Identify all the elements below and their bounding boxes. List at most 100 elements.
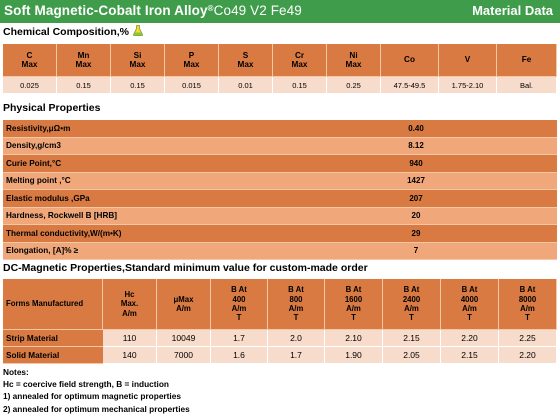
dc-header-line: B At [519, 285, 536, 295]
property-label: Resistivity,μΩ•m [3, 120, 275, 138]
element-symbol: V [464, 55, 471, 65]
chem-header-cell: Cr Max [273, 44, 327, 77]
property-row: Melting point ,°C 1427 [3, 172, 557, 190]
dc-magnetic-table: Forms Manufactured Hc Max. A/m μMax A/m B At 4… [3, 279, 557, 364]
dc-header-line: 4000 [460, 294, 479, 304]
title-banner: Soft Magnetic-Cobalt Iron Alloy®Co49 V2 … [0, 0, 560, 23]
physical-properties-table: Resistivity,μΩ•m 0.40 Density,g/cm3 8.12 Cur… [3, 120, 557, 260]
dc-header-line: Hc [124, 289, 135, 299]
dc-header-line: A/m [122, 308, 137, 318]
dc-header-line: T [236, 313, 242, 323]
chem-header-cell: Fe [497, 44, 557, 77]
dc-value-cell: 2.20 [441, 330, 499, 347]
chemical-composition-title: Chemical Composition,% [3, 25, 143, 38]
note-line: 1) annealed for optimum magnetic propert… [3, 391, 181, 402]
chem-header-cell: Ni Max [327, 44, 381, 77]
element-symbol: Ni [349, 50, 358, 60]
element-symbol: Si [133, 50, 142, 60]
element-symbol: Fe [521, 55, 532, 65]
property-row: Resistivity,μΩ•m 0.40 [3, 120, 557, 138]
chemical-composition-table: C Max Mn Max Si Max P Max S Max Cr Max Ni Max Co V Fe 0.… [3, 44, 557, 94]
chem-value-cell: 0.01 [219, 77, 273, 94]
element-limit: Max [21, 60, 38, 69]
chem-value-cell: 0.15 [57, 77, 111, 94]
dc-header-line: B At [288, 285, 304, 295]
dc-header-line: T [293, 313, 299, 323]
property-value: 940 [275, 155, 557, 173]
dc-header-cell: Hc Max. A/m [103, 279, 157, 330]
material-data-label: Material Data [472, 3, 553, 18]
dc-header-line: T [467, 313, 472, 323]
property-row: Elongation, [A]% ≥7 [3, 242, 557, 260]
property-row: Hardness, Rockwell B [HRB] 20 [3, 207, 557, 225]
dc-header-line: 800 [289, 294, 303, 304]
page-title: Soft Magnetic-Cobalt Iron Alloy®Co49 V2 … [4, 3, 302, 18]
dc-header-line: B At [403, 285, 420, 295]
property-row: Thermal conductivity,W/(m•K) 29 [3, 225, 557, 243]
element-symbol: P [188, 50, 195, 60]
element-limit: Max [237, 60, 254, 69]
dc-value-cell: 2.05 [383, 347, 441, 364]
chemical-header-row: C Max Mn Max Si Max P Max S Max Cr Max Ni Max Co V Fe [3, 44, 557, 77]
chem-value-cell: 0.15 [111, 77, 165, 94]
property-value: 207 [275, 190, 557, 208]
dc-value-cell: 1.7 [268, 347, 325, 364]
dc-header-cell: μMax A/m [157, 279, 211, 330]
chem-header-cell: Mn Max [57, 44, 111, 77]
dc-header-line: A/m [231, 304, 247, 313]
property-value: 8.12 [275, 137, 557, 155]
dc-header-line: A/m [288, 304, 304, 313]
dc-header-line: B At [461, 285, 478, 295]
chem-header-cell: Co [381, 44, 439, 77]
dc-header-line: 8000 [518, 294, 537, 304]
chem-value-cell: 0.15 [273, 77, 327, 94]
title-text: Soft Magnetic-Cobalt Iron Alloy [4, 3, 208, 18]
dc-value-cell: 1.90 [325, 347, 383, 364]
dc-header-line: A/m [176, 304, 191, 313]
dc-header-line: A/m [404, 304, 419, 313]
chem-header-cell: P Max [165, 44, 219, 77]
dc-header-line: B At [231, 285, 247, 295]
dc-header-row: Forms Manufactured Hc Max. A/m μMax A/m B At 4… [3, 279, 557, 330]
dc-header-line: A/m [346, 304, 361, 313]
dc-value-cell: 2.15 [383, 330, 441, 347]
notes-heading: Notes: [3, 367, 29, 377]
chem-value-cell: 0.025 [3, 77, 57, 94]
property-label: Density,g/cm3 [3, 137, 275, 155]
chem-header-cell: C Max [3, 44, 57, 77]
dc-header-cell: B At 1600 A/m T [325, 279, 383, 330]
chem-value-cell: Bal. [497, 77, 557, 94]
element-symbol: S [242, 50, 249, 60]
property-value: 0.40 [275, 120, 557, 138]
dc-header-line: B At [345, 285, 362, 295]
chem-header-cell: V [439, 44, 497, 77]
dc-header-line: T [525, 313, 530, 323]
property-label: Hardness, Rockwell B [HRB] [3, 207, 275, 225]
dc-value-cell: 110 [103, 330, 157, 347]
property-value: 20 [275, 207, 557, 225]
dc-value-cell: 1.7 [211, 330, 268, 347]
note-line: Hc = coercive field strength, B = induct… [3, 379, 169, 390]
property-value: 29 [275, 225, 557, 243]
dc-header-line: T [409, 313, 414, 323]
element-symbol: Mn [77, 50, 90, 60]
dc-value-cell: 2.10 [325, 330, 383, 347]
dc-header-line: A/m [520, 304, 535, 313]
dc-header-line: Max. [120, 299, 139, 309]
form-label: Solid Material [3, 347, 103, 364]
dc-magnetic-title: DC-Magnetic Properties,Standard minimum … [3, 262, 368, 274]
property-label: Elastic modulus ,GPa [3, 190, 275, 208]
chem-value-cell: 47.5-49.5 [381, 77, 439, 94]
dc-header-line: 400 [232, 294, 246, 304]
note-line: 2) annealed for optimum mechanical prope… [3, 403, 190, 414]
dc-value-cell: 1.6 [211, 347, 268, 364]
dc-value-cell: 2.20 [499, 347, 557, 364]
element-limit: Max [183, 60, 200, 69]
chemical-value-row: 0.025 0.15 0.15 0.015 0.01 0.15 0.25 47.5-49.5 1… [3, 77, 557, 94]
flask-icon [133, 25, 143, 36]
physical-properties-title: Physical Properties [3, 102, 101, 114]
chem-header-cell: S Max [219, 44, 273, 77]
element-limit: Max [345, 60, 362, 69]
property-row: Density,g/cm3 8.12 [3, 137, 557, 155]
dc-value-cell: 2.25 [499, 330, 557, 347]
